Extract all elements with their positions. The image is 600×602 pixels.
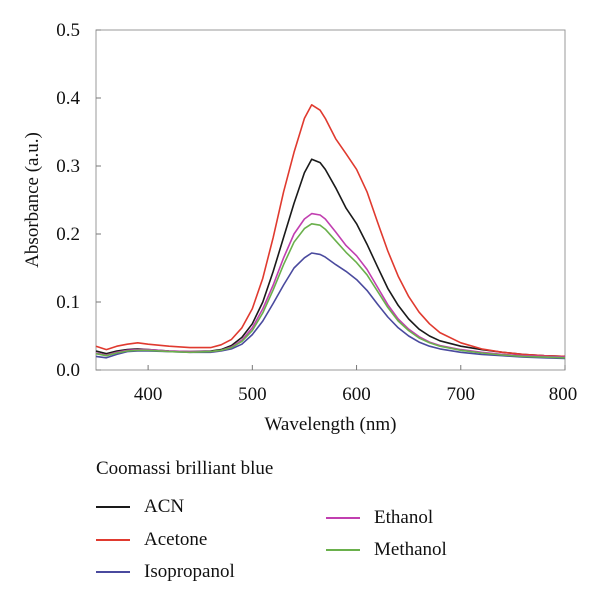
legend-swatch-isopropanol	[96, 571, 130, 573]
legend-label-methanol: Methanol	[374, 539, 447, 560]
x-axis: 400 500 600 700 800	[134, 365, 577, 405]
plot-frame	[95, 29, 566, 371]
legend: Coomassi brilliant blue ACN Acetone Isop…	[96, 458, 576, 588]
x-tick-label: 400	[134, 384, 163, 405]
legend-label-ethanol: Ethanol	[374, 507, 434, 528]
series-line-methanol	[95, 223, 566, 359]
legend-label-acn: ACN	[144, 496, 185, 517]
legend-item-ethanol: Ethanol	[326, 507, 433, 529]
y-tick-label: 0.2	[56, 224, 80, 245]
series-line-acn	[95, 158, 566, 358]
legend-swatch-ethanol	[326, 517, 360, 519]
legend-label-acetone: Acetone	[144, 529, 208, 550]
x-tick-label: 800	[549, 384, 578, 405]
x-tick-label: 500	[238, 384, 267, 405]
legend-label-isopropanol: Isopropanol	[144, 561, 235, 582]
y-tick-label: 0.5	[56, 20, 80, 41]
x-tick-label: 600	[342, 384, 371, 405]
x-axis-title: Wavelength (nm)	[265, 414, 397, 435]
y-axis: 0.0 0.1 0.2 0.3 0.4 0.5	[56, 20, 101, 381]
series-line-acetone	[95, 104, 566, 358]
legend-item-methanol: Methanol	[326, 539, 447, 561]
absorbance-chart: 400 500 600 700 800 0.0 0.1 0.2 0.3 0.4 0.5 Wavel…	[22, 20, 577, 435]
y-tick-label: 0.0	[56, 360, 80, 381]
y-tick-label: 0.3	[56, 156, 80, 177]
legend-item-acetone: Acetone	[96, 529, 207, 551]
y-axis-title: Absorbance (a.u.)	[22, 132, 43, 268]
series-line-isopropanol	[95, 252, 566, 360]
y-tick-label: 0.4	[56, 88, 80, 109]
series-layer	[95, 104, 566, 360]
legend-swatch-methanol	[326, 549, 360, 551]
legend-swatch-acn	[96, 506, 130, 508]
legend-item-isopropanol: Isopropanol	[96, 561, 235, 583]
legend-swatch-acetone	[96, 539, 130, 541]
y-tick-label: 0.1	[56, 292, 80, 313]
legend-item-acn: ACN	[96, 496, 184, 518]
x-tick-label: 700	[447, 384, 476, 405]
legend-title: Coomassi brilliant blue	[96, 458, 274, 479]
